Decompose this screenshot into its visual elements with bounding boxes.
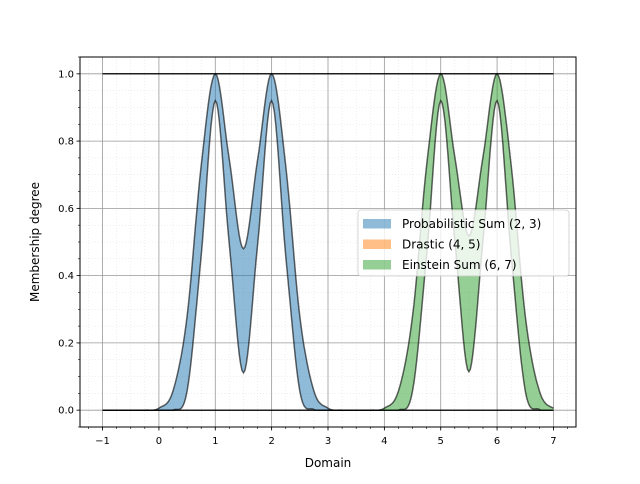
legend: Probabilistic Sum (2, 3) Drastic (4, 5) Ei… bbox=[357, 209, 570, 277]
x-tick-label: 0 bbox=[156, 436, 162, 447]
x-tick-label: −1 bbox=[95, 436, 110, 447]
y-tick-label: 0.8 bbox=[58, 137, 74, 148]
legend-label: Einstein Sum (6, 7) bbox=[402, 258, 517, 272]
x-tick-label: 3 bbox=[325, 436, 331, 447]
legend-swatch bbox=[363, 219, 391, 229]
x-tick-label: 4 bbox=[381, 436, 387, 447]
ticks: −1 0 1 2 3 4 5 6 7 0.0 0.2 0.4 0.6 0.8 1.0 bbox=[58, 56, 568, 447]
legend-label: Drastic (4, 5) bbox=[402, 238, 481, 252]
legend-label: Probabilistic Sum (2, 3) bbox=[402, 217, 541, 231]
x-tick-label: 5 bbox=[438, 436, 444, 447]
y-tick-label: 0.6 bbox=[58, 204, 74, 215]
x-tick-label: 6 bbox=[494, 436, 500, 447]
x-axis-label: Domain bbox=[305, 456, 352, 470]
x-tick-label: 1 bbox=[212, 436, 218, 447]
y-tick-label: 1.0 bbox=[58, 69, 74, 80]
y-tick-label: 0.2 bbox=[58, 338, 74, 349]
legend-box bbox=[357, 209, 570, 277]
y-axis-label: Membership degree bbox=[28, 182, 42, 302]
y-tick-label: 0.4 bbox=[58, 271, 74, 282]
legend-swatch bbox=[363, 260, 391, 270]
legend-swatch bbox=[363, 239, 391, 249]
x-tick-label: 2 bbox=[268, 436, 274, 447]
y-tick-label: 0.0 bbox=[58, 406, 74, 417]
x-tick-label: 7 bbox=[550, 436, 556, 447]
series-lower-line-2 bbox=[102, 99, 554, 411]
